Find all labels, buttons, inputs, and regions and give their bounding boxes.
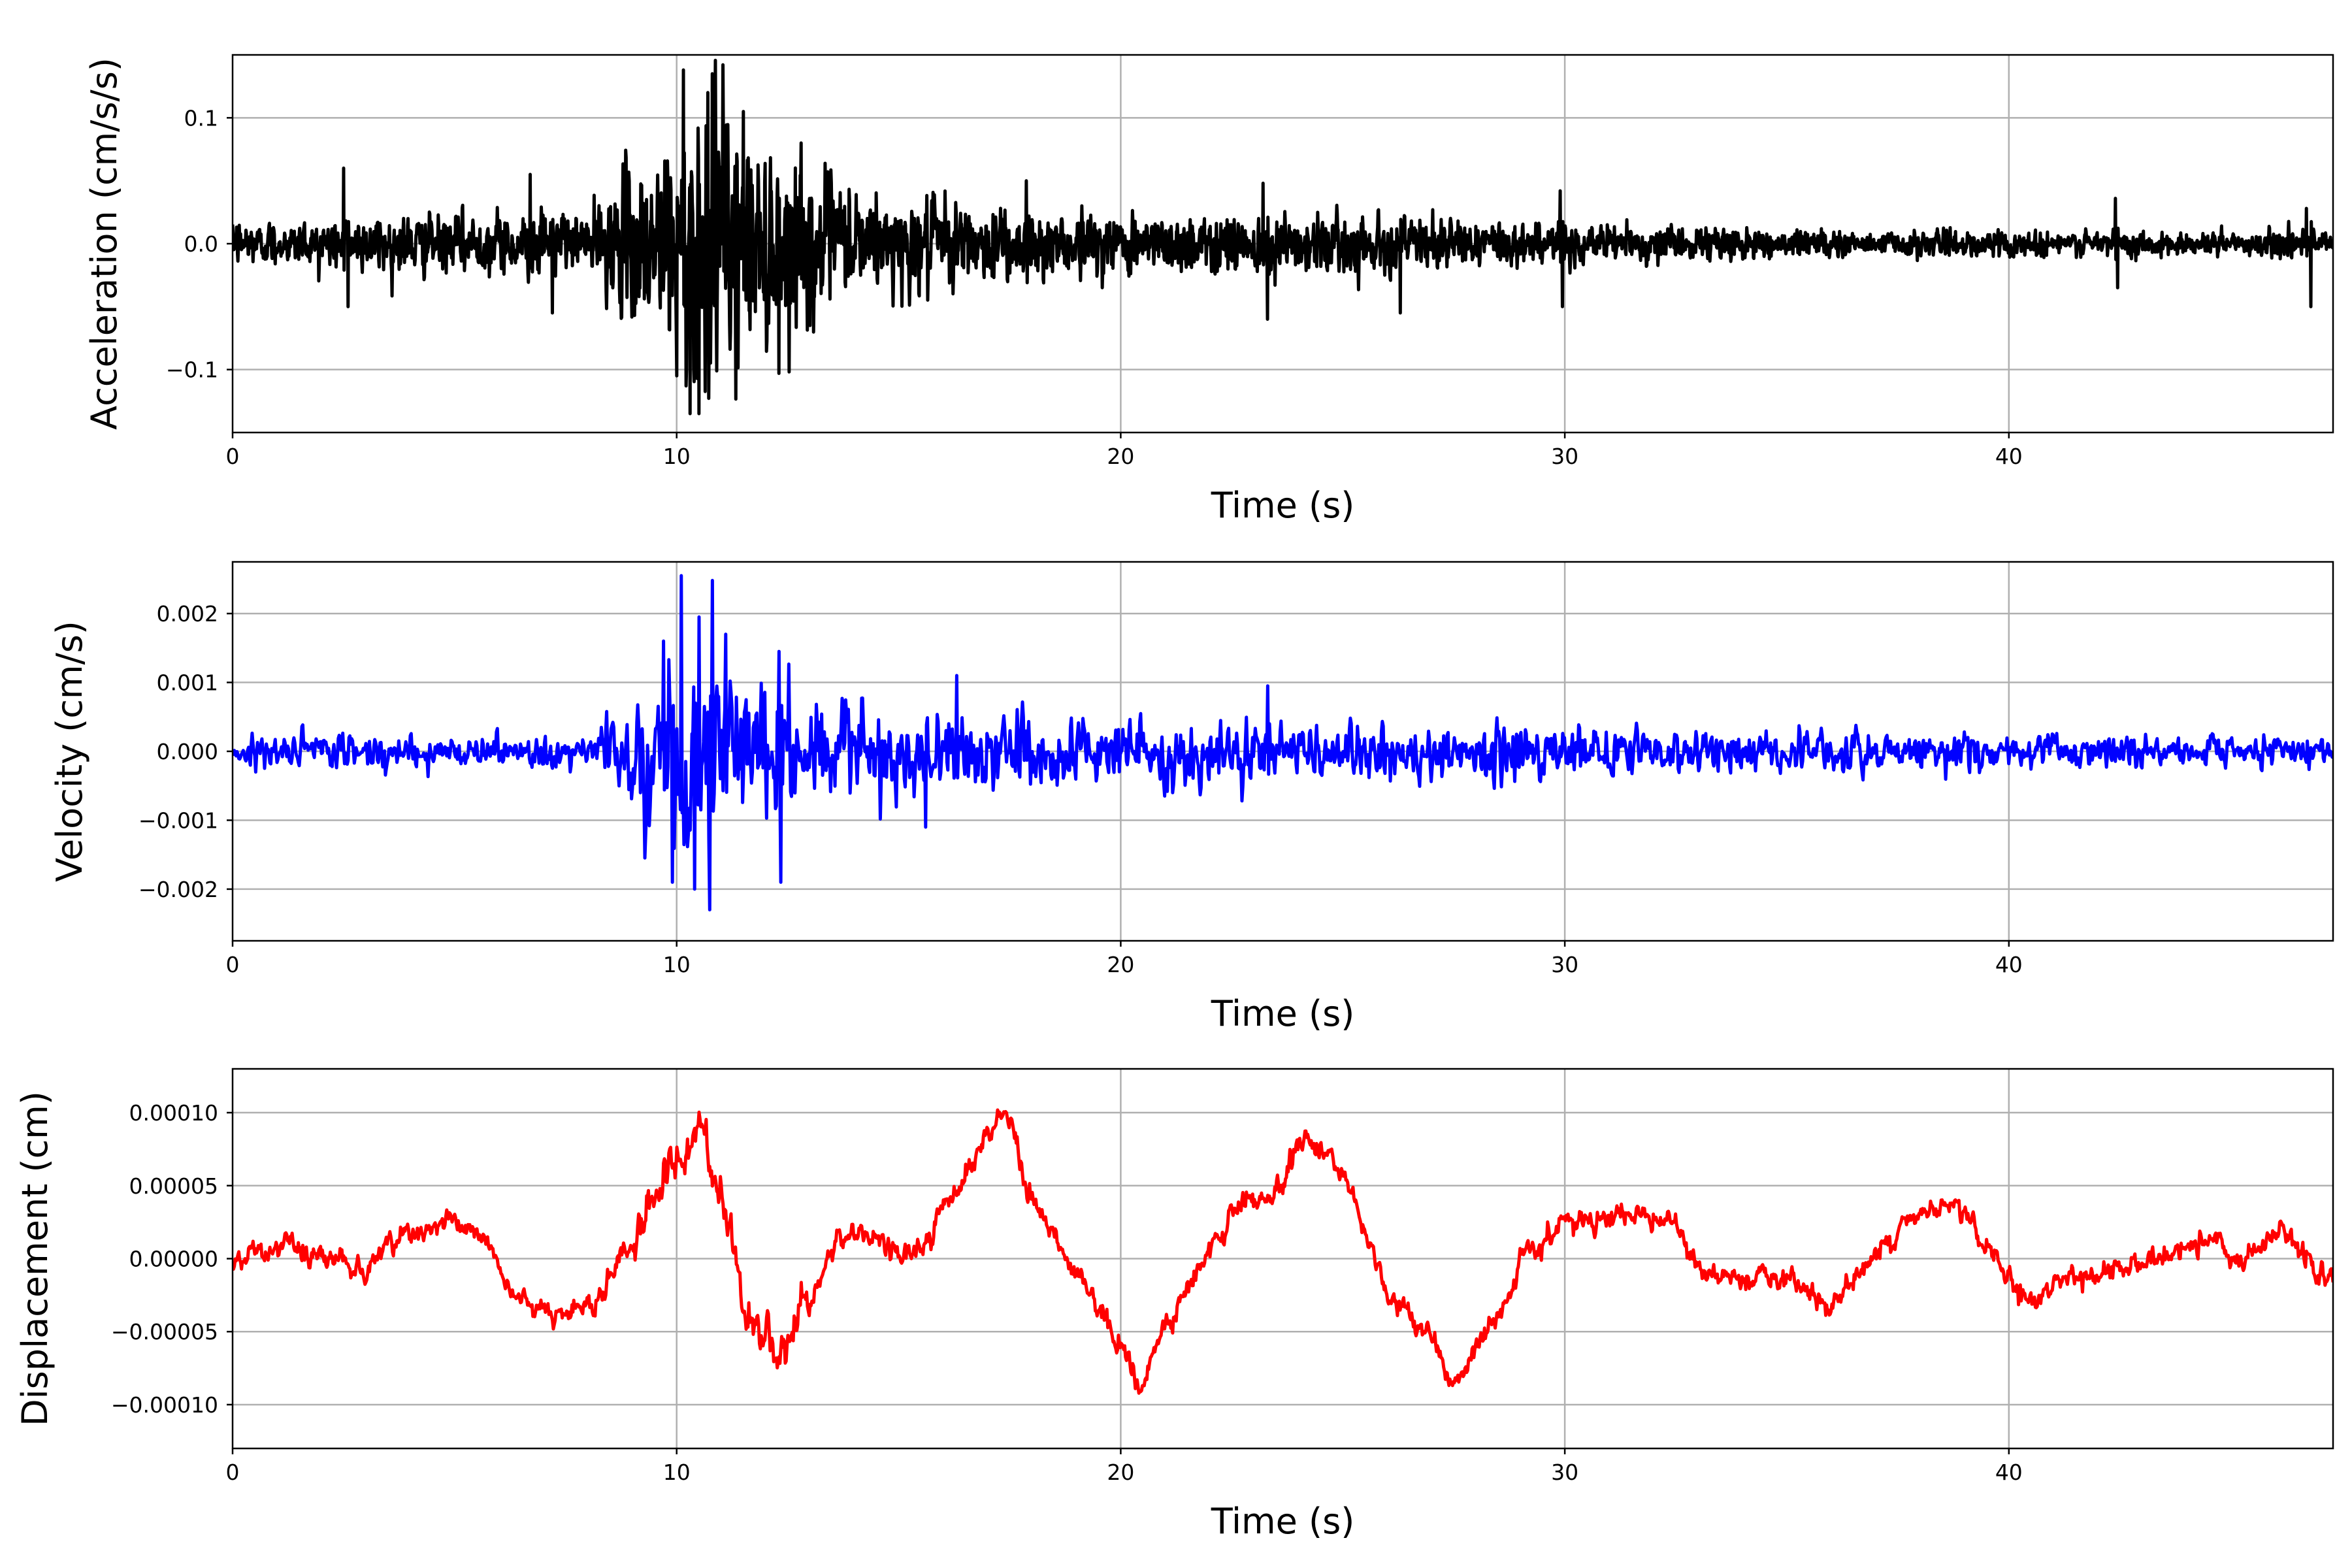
displacement-x-axis-label: Time (s) xyxy=(1211,1501,1355,1542)
velocity-series-line xyxy=(233,574,2333,912)
velocity-y-tick-label: −0.001 xyxy=(139,808,218,833)
displacement-x-tick-label: 30 xyxy=(1551,1460,1578,1485)
velocity-panel: 0 10 20 30 40 −0.002 −0.001 0.000 0.001 0.002 Ti… xyxy=(49,561,2334,1034)
velocity-x-tick-label: 0 xyxy=(226,952,240,977)
displacement-y-tick-label: 0.00010 xyxy=(129,1100,218,1126)
velocity-x-axis-label: Time (s) xyxy=(1211,993,1355,1034)
displacement-series xyxy=(233,1108,2333,1395)
acceleration-y-tick-label: 0.1 xyxy=(184,105,218,131)
displacement-series-line xyxy=(233,1108,2333,1395)
displacement-panel: 0 10 20 30 40 −0.00010 −0.00005 0.00000 0.00005… xyxy=(14,1068,2334,1542)
velocity-y-tick-label: 0.001 xyxy=(157,670,218,696)
acceleration-y-axis-label: Acceleration (cm/s/s) xyxy=(84,57,125,430)
acceleration-y-ticks: −0.1 0.0 0.1 xyxy=(166,105,233,383)
displacement-y-tick-label: 0.00005 xyxy=(129,1173,218,1199)
velocity-x-tick-label: 10 xyxy=(663,952,691,977)
acceleration-x-axis-label: Time (s) xyxy=(1211,485,1355,526)
displacement-y-axis-label: Displacement (cm) xyxy=(14,1091,56,1426)
acceleration-x-tick-label: 0 xyxy=(226,444,240,469)
displacement-x-tick-label: 40 xyxy=(1995,1460,2023,1485)
displacement-x-tick-label: 20 xyxy=(1107,1460,1134,1485)
displacement-x-tick-label: 10 xyxy=(663,1460,691,1485)
displacement-x-tick-label: 0 xyxy=(226,1460,240,1485)
acceleration-panel: 0 10 20 30 40 −0.1 0.0 0.1 Time (s) Accelerati… xyxy=(84,54,2334,526)
velocity-y-tick-label: 0.002 xyxy=(157,601,218,627)
acceleration-y-tick-label: 0.0 xyxy=(184,231,218,257)
acceleration-series xyxy=(233,58,2333,416)
acceleration-series-line xyxy=(233,58,2333,416)
displacement-y-tick-label: 0.00000 xyxy=(129,1247,218,1272)
displacement-y-tick-label: −0.00005 xyxy=(111,1319,218,1345)
velocity-x-ticks: 0 10 20 30 40 xyxy=(226,941,2023,977)
velocity-x-tick-label: 20 xyxy=(1107,952,1134,977)
displacement-y-tick-label: −0.00010 xyxy=(111,1392,218,1418)
velocity-y-tick-label: 0.000 xyxy=(157,739,218,764)
velocity-x-tick-label: 30 xyxy=(1551,952,1578,977)
acceleration-y-tick-label: −0.1 xyxy=(166,357,218,383)
acceleration-x-tick-label: 20 xyxy=(1107,444,1134,469)
acceleration-x-tick-label: 40 xyxy=(1995,444,2023,469)
velocity-y-ticks: −0.002 −0.001 0.000 0.001 0.002 xyxy=(139,601,233,902)
velocity-series xyxy=(233,574,2333,912)
velocity-y-axis-label: Velocity (cm/s) xyxy=(49,621,90,882)
velocity-y-tick-label: −0.002 xyxy=(139,877,218,902)
displacement-x-ticks: 0 10 20 30 40 xyxy=(226,1448,2023,1485)
displacement-y-ticks: −0.00010 −0.00005 0.00000 0.00005 0.00010 xyxy=(111,1100,233,1418)
acceleration-x-tick-label: 10 xyxy=(663,444,691,469)
acceleration-x-ticks: 0 10 20 30 40 xyxy=(226,433,2023,469)
acceleration-x-tick-label: 30 xyxy=(1551,444,1578,469)
velocity-x-tick-label: 40 xyxy=(1995,952,2023,977)
